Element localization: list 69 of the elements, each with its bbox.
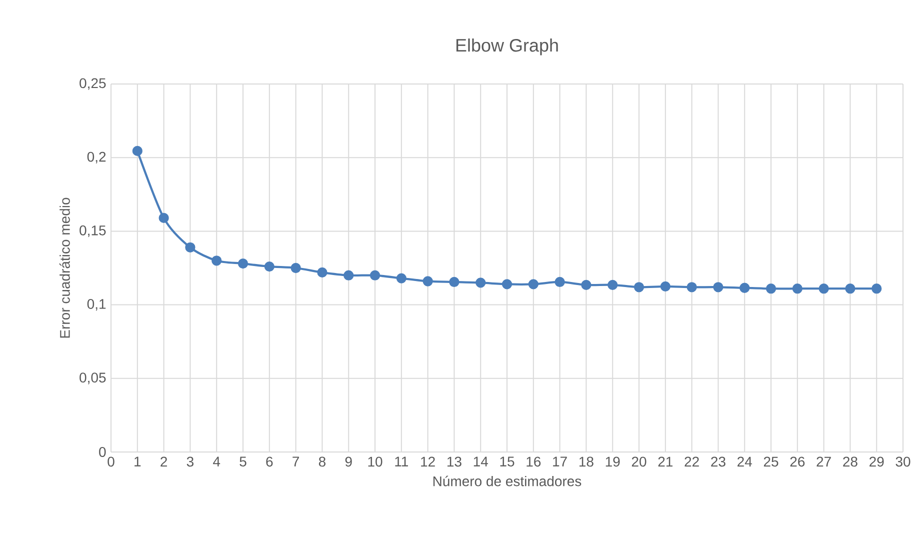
x-tick-label: 19 xyxy=(606,456,620,467)
point xyxy=(449,276,460,288)
x-tick-label: 24 xyxy=(738,456,752,466)
x-tick-label: 30 xyxy=(896,456,910,467)
point xyxy=(317,267,328,278)
x-tick-label: 15 xyxy=(500,456,514,466)
x-tick-label: 6 xyxy=(266,456,273,467)
x-tick-label: 2 xyxy=(160,456,167,466)
y-axis-title: Error cuadrático medio xyxy=(59,198,70,338)
x-tick-label: 5 xyxy=(240,456,246,466)
point xyxy=(818,284,829,294)
x-tick-label: 14 xyxy=(474,456,488,466)
point xyxy=(132,146,142,156)
x-tick-label: 20 xyxy=(632,456,646,467)
point xyxy=(238,258,248,269)
point xyxy=(185,242,196,252)
point xyxy=(634,282,644,292)
y-tick-label: 0 xyxy=(99,447,106,457)
x-tick-label: 0 xyxy=(108,456,114,467)
x-tick-label: 4 xyxy=(213,456,220,466)
x-tick-label: 12 xyxy=(421,456,435,466)
x-tick-label: 1 xyxy=(134,456,141,466)
y-tick-label: 0,1 xyxy=(87,299,106,311)
x-tick-label: 16 xyxy=(526,456,541,467)
point xyxy=(264,261,274,272)
x-tick-label: 17 xyxy=(553,456,567,466)
x-tick-label: 23 xyxy=(711,456,726,467)
x-tick-label: 13 xyxy=(447,456,462,467)
x-tick-label: 11 xyxy=(395,456,408,466)
x-tick-label: 29 xyxy=(870,456,884,467)
chart-title: Elbow Graph xyxy=(456,38,558,56)
point xyxy=(608,280,618,290)
y-tick-label: 0,05 xyxy=(80,372,106,384)
x-tick-label: 25 xyxy=(764,456,778,467)
x-tick-label: 7 xyxy=(292,456,299,466)
point xyxy=(502,279,512,290)
point xyxy=(212,256,222,266)
x-tick-label: 21 xyxy=(658,456,672,466)
y-tick-label: 0,2 xyxy=(87,152,106,164)
x-tick-label: 3 xyxy=(186,456,194,467)
point xyxy=(554,276,565,288)
point xyxy=(686,282,697,292)
point xyxy=(158,212,169,224)
point xyxy=(290,262,301,274)
x-tick-label: 10 xyxy=(368,456,382,467)
x-tick-label: 22 xyxy=(684,456,699,466)
point xyxy=(660,281,670,292)
point xyxy=(476,278,486,288)
point xyxy=(792,284,802,294)
x-tick-label: 27 xyxy=(816,456,831,466)
point xyxy=(766,284,776,294)
x-axis-title: Número de estimadores xyxy=(433,476,582,486)
point xyxy=(344,270,354,280)
point xyxy=(713,282,724,292)
y-tick-label: 0,25 xyxy=(80,78,106,90)
point xyxy=(581,280,592,290)
point xyxy=(370,270,380,280)
point xyxy=(872,284,882,294)
x-tick-label: 8 xyxy=(318,456,326,467)
point xyxy=(740,282,750,293)
x-tick-label: 26 xyxy=(790,456,805,467)
x-tick-label: 18 xyxy=(579,456,594,467)
point xyxy=(396,273,406,284)
x-tick-label: 9 xyxy=(345,456,352,467)
x-tick-label: 28 xyxy=(843,456,858,467)
y-tick-label: 0,15 xyxy=(80,225,106,237)
point xyxy=(528,279,538,290)
point xyxy=(845,284,856,294)
point xyxy=(422,276,433,286)
